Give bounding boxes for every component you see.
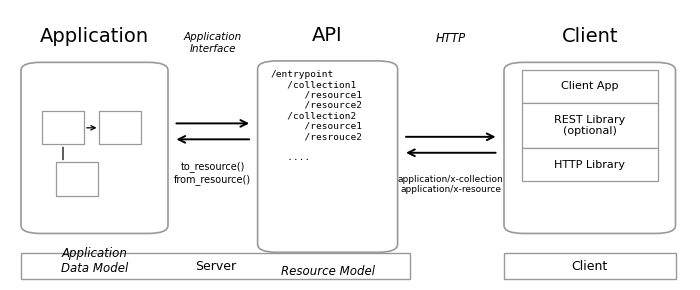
- FancyBboxPatch shape: [56, 162, 98, 196]
- FancyBboxPatch shape: [522, 103, 658, 148]
- Text: /entrypoint
   /collection1
      /resource1
      /resource2
   /collection2
  : /entrypoint /collection1 /resource1 /res…: [270, 70, 362, 162]
- FancyBboxPatch shape: [522, 70, 658, 103]
- Text: Client App: Client App: [561, 81, 619, 91]
- Text: HTTP: HTTP: [435, 32, 466, 45]
- Text: to_resource()
from_resource(): to_resource() from_resource(): [174, 161, 251, 184]
- Text: Client: Client: [572, 260, 608, 273]
- Text: Application
Interface: Application Interface: [183, 32, 242, 54]
- FancyBboxPatch shape: [504, 62, 676, 233]
- FancyBboxPatch shape: [21, 253, 409, 279]
- FancyBboxPatch shape: [258, 61, 398, 252]
- Text: HTTP Library: HTTP Library: [554, 160, 625, 170]
- Text: Application: Application: [40, 27, 149, 46]
- Text: Client: Client: [561, 27, 618, 46]
- FancyBboxPatch shape: [504, 253, 676, 279]
- Text: REST Library
(optional): REST Library (optional): [554, 115, 625, 136]
- FancyBboxPatch shape: [522, 148, 658, 181]
- Text: Application
Data Model: Application Data Model: [61, 246, 128, 275]
- Text: API: API: [312, 26, 343, 45]
- FancyBboxPatch shape: [21, 62, 168, 233]
- Text: Resource Model: Resource Model: [281, 265, 374, 278]
- FancyBboxPatch shape: [42, 111, 84, 144]
- Text: Server: Server: [195, 260, 236, 273]
- FancyBboxPatch shape: [99, 111, 141, 144]
- Text: application/x-collection
application/x-resource: application/x-collection application/x-r…: [398, 175, 504, 194]
